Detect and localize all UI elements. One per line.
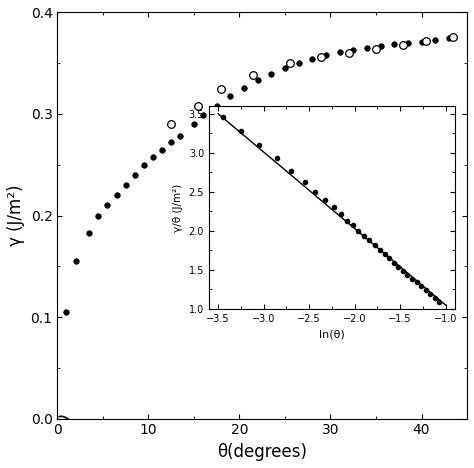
Y-axis label: γ (J/m²): γ (J/m²) — [7, 185, 25, 246]
X-axis label: θ(degrees): θ(degrees) — [217, 443, 307, 461]
